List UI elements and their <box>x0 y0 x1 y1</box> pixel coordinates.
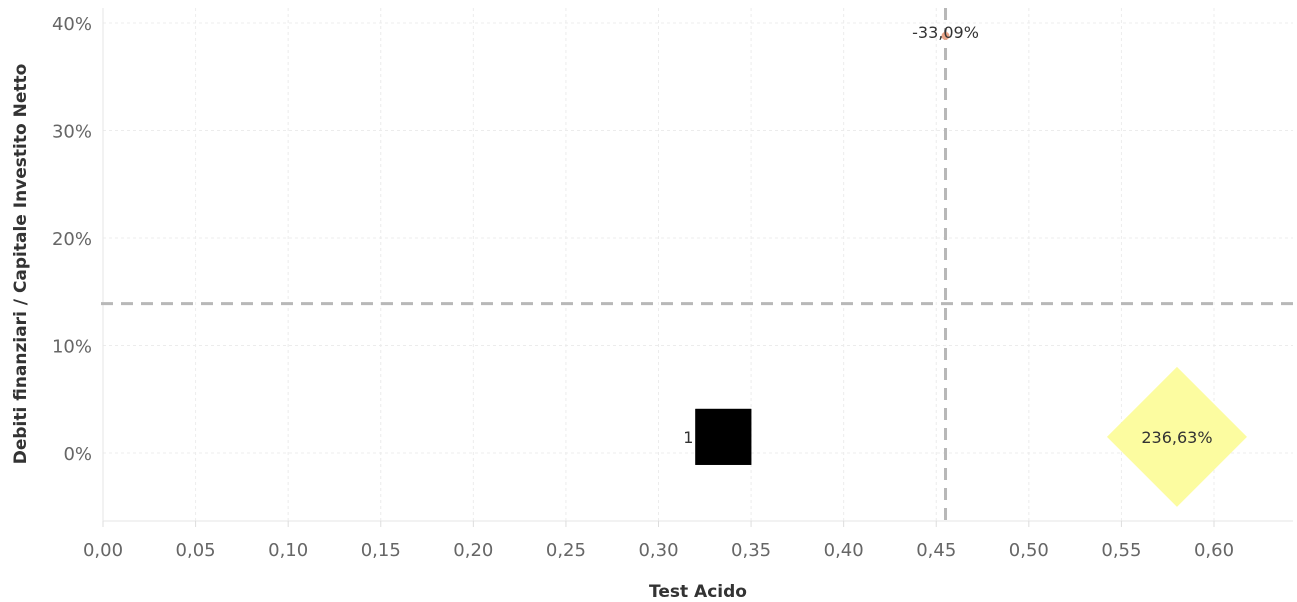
axes <box>102 8 1293 522</box>
data-point-diamond[interactable] <box>1106 366 1247 507</box>
y-tick-label: 30% <box>52 122 92 143</box>
x-tick-label: 0,15 <box>361 540 401 561</box>
x-tick-label: 0,25 <box>546 540 586 561</box>
data-point-label: -33,09% <box>912 23 979 42</box>
y-tick-label: 40% <box>52 14 92 35</box>
y-tick-labels: 0% 10% 20% 30% 40% <box>52 14 92 465</box>
data-point-circle[interactable] <box>941 31 950 40</box>
x-tick-label: 0,40 <box>824 540 864 561</box>
x-tick-label: 0,35 <box>731 540 771 561</box>
y-tick-label: 20% <box>52 229 92 250</box>
data-point-label: 1 <box>683 428 693 447</box>
x-tick-label: 0,60 <box>1194 540 1234 561</box>
reference-lines <box>101 8 1293 521</box>
x-tick-label: 0,05 <box>176 540 216 561</box>
x-tick-label: 0,00 <box>83 540 123 561</box>
data-point-square-overlay <box>695 408 752 465</box>
x-tick-label: 0,45 <box>916 540 956 561</box>
x-tick-label: 0,20 <box>453 540 493 561</box>
data-point-label: 236,63% <box>1141 428 1212 447</box>
y-tick-label: 10% <box>52 337 92 358</box>
y-axis-title: Debiti finanziari / Capitale Investito N… <box>11 64 31 465</box>
data-points: -33,09% 1 236,63% <box>683 23 1247 507</box>
x-tick-label: 0,50 <box>1009 540 1049 561</box>
x-tick-label: 0,10 <box>268 540 308 561</box>
y-tick-label: 0% <box>63 444 92 465</box>
x-tick-label: 0,30 <box>638 540 678 561</box>
x-tick-label: 0,55 <box>1101 540 1141 561</box>
x-tick-labels: 0,00 0,05 0,10 0,15 0,20 0,25 0,30 0,35 0,40 0,45… <box>83 521 1234 561</box>
x-axis-title: Test Acido <box>649 582 747 602</box>
